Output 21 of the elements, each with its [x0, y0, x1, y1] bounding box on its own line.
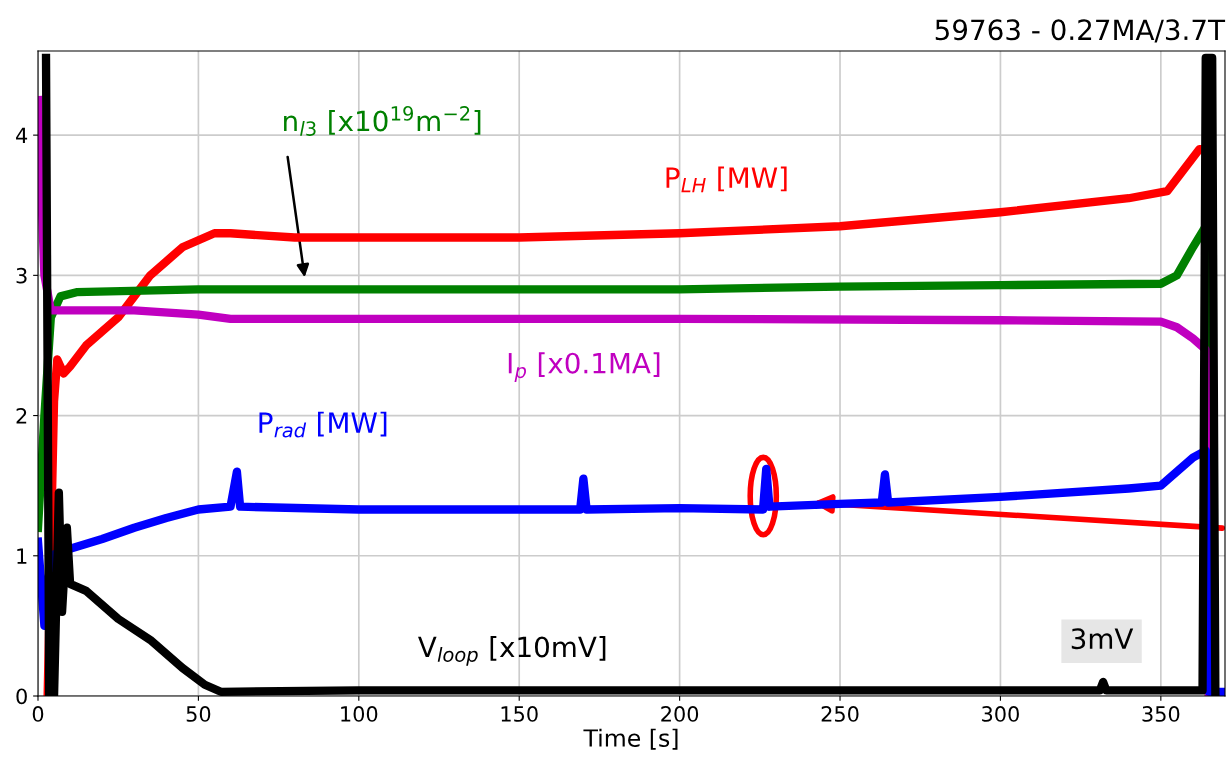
x-tick-label: 50	[186, 706, 211, 722]
y-tick-label: 3	[16, 267, 27, 284]
series-label: V$_{loop}$ [x10mV]	[418, 635, 606, 666]
x-tick-label: 300	[982, 706, 1019, 722]
x-tick-label: 150	[501, 706, 538, 722]
series-label: P$_{rad}$ [MW]	[259, 411, 387, 438]
y-tick-label: 2	[16, 408, 27, 424]
y-tick-label: 0	[16, 688, 27, 705]
x-tick-label: 250	[821, 706, 859, 722]
x-tick-label: 0	[32, 706, 44, 722]
x-tick-label: 200	[661, 706, 699, 722]
x-tick-label: 350	[1142, 706, 1180, 722]
y-tick-label: 1	[17, 548, 27, 564]
y-tick-label: 4	[16, 127, 28, 144]
x-tick-label: 100	[341, 706, 378, 722]
series-label: P$_{LH}$ [MW]	[666, 166, 787, 193]
text: n$_{l3}$ [x10$^{19}$m$^{−2}$]	[284, 106, 481, 136]
annotation: 3mV	[1071, 628, 1134, 650]
series-label: I$_{p}$ [x0.1MA]	[508, 352, 660, 382]
x-axis-title: Time [s]	[583, 728, 678, 750]
chart-title: 59763 - 0.27MA/3.7T	[935, 19, 1226, 43]
